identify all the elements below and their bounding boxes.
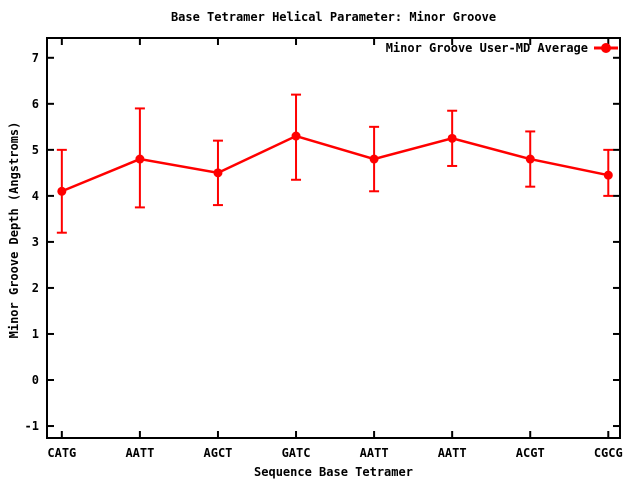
data-point <box>213 168 223 178</box>
data-point <box>369 154 379 164</box>
series-line <box>61 134 609 193</box>
data-point <box>291 131 301 141</box>
legend-label: Minor Groove User-MD Average <box>386 41 588 55</box>
x-tick-label: ACGT <box>516 446 545 460</box>
y-tick-label: 4 <box>32 189 39 203</box>
y-tick-label: 7 <box>32 51 39 65</box>
data-point <box>447 133 457 143</box>
data-point <box>135 154 145 164</box>
y-tick-label: 6 <box>32 97 39 111</box>
y-tick-label: 5 <box>32 143 39 157</box>
x-tick-label: AATT <box>438 446 467 460</box>
y-tick-label: -1 <box>25 419 39 433</box>
data-point <box>603 170 613 180</box>
y-tick-label: 1 <box>32 327 39 341</box>
data-point <box>525 154 535 164</box>
data-point <box>57 186 67 196</box>
chart-title: Base Tetramer Helical Parameter: Minor G… <box>170 10 497 24</box>
y-tick-label: 2 <box>32 281 39 295</box>
legend-marker <box>601 43 611 53</box>
x-axis-label: Sequence Base Tetramer <box>254 465 413 479</box>
x-tick-label: CATG <box>47 446 76 460</box>
y-tick-label: 3 <box>32 235 39 249</box>
plot-border <box>46 37 621 439</box>
x-tick-label: AGCT <box>204 446 233 460</box>
x-tick-label: AATT <box>360 446 389 460</box>
x-tick-label: AATT <box>125 446 154 460</box>
y-tick-label: 0 <box>32 373 39 387</box>
x-tick-label: CGCG <box>594 446 623 460</box>
x-tick-label: GATC <box>282 446 311 460</box>
